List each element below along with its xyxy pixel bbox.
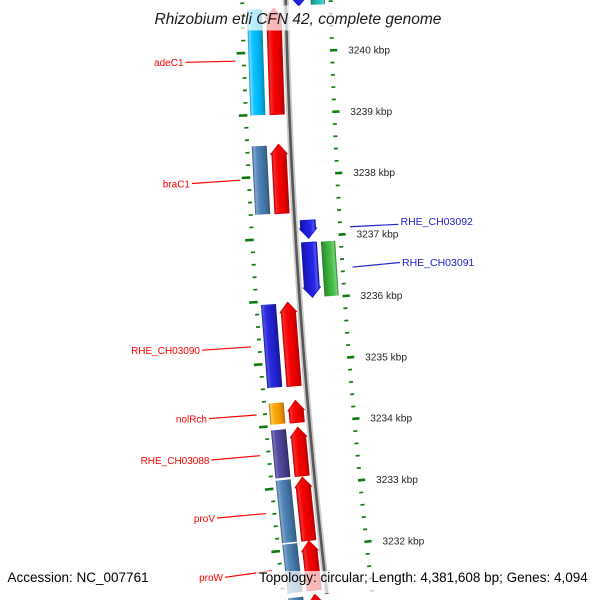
svg-text:3236 kbp: 3236 kbp bbox=[361, 291, 403, 302]
svg-text:RHE_CH03092: RHE_CH03092 bbox=[401, 216, 474, 228]
svg-text:3232 kbp: 3232 kbp bbox=[382, 536, 424, 547]
svg-text:3238 kbp: 3238 kbp bbox=[353, 168, 395, 179]
svg-text:adeC1: adeC1 bbox=[154, 58, 184, 69]
svg-text:braC1: braC1 bbox=[163, 179, 191, 190]
svg-text:3237 kbp: 3237 kbp bbox=[357, 230, 399, 241]
svg-text:3234 kbp: 3234 kbp bbox=[370, 414, 412, 425]
svg-text:RHE_CH03091: RHE_CH03091 bbox=[402, 257, 475, 269]
svg-text:3235 kbp: 3235 kbp bbox=[365, 352, 407, 363]
svg-text:Accession: NC_007761: Accession: NC_007761 bbox=[8, 570, 149, 585]
svg-text:nolRch: nolRch bbox=[176, 414, 207, 425]
svg-text:Rhizobium etli CFN 42, complet: Rhizobium etli CFN 42, complete genome bbox=[155, 11, 442, 28]
svg-text:3233 kbp: 3233 kbp bbox=[376, 475, 418, 486]
svg-text:RHE_CH03090: RHE_CH03090 bbox=[131, 346, 200, 357]
svg-text:Topology: circular; Length: 4,: Topology: circular; Length: 4,381,608 bp… bbox=[259, 570, 588, 585]
svg-text:3240 kbp: 3240 kbp bbox=[348, 46, 390, 57]
svg-text:proW: proW bbox=[199, 573, 223, 584]
svg-text:3239 kbp: 3239 kbp bbox=[350, 107, 392, 118]
svg-text:RHE_CH03088: RHE_CH03088 bbox=[141, 456, 210, 467]
svg-text:proV: proV bbox=[194, 514, 215, 525]
